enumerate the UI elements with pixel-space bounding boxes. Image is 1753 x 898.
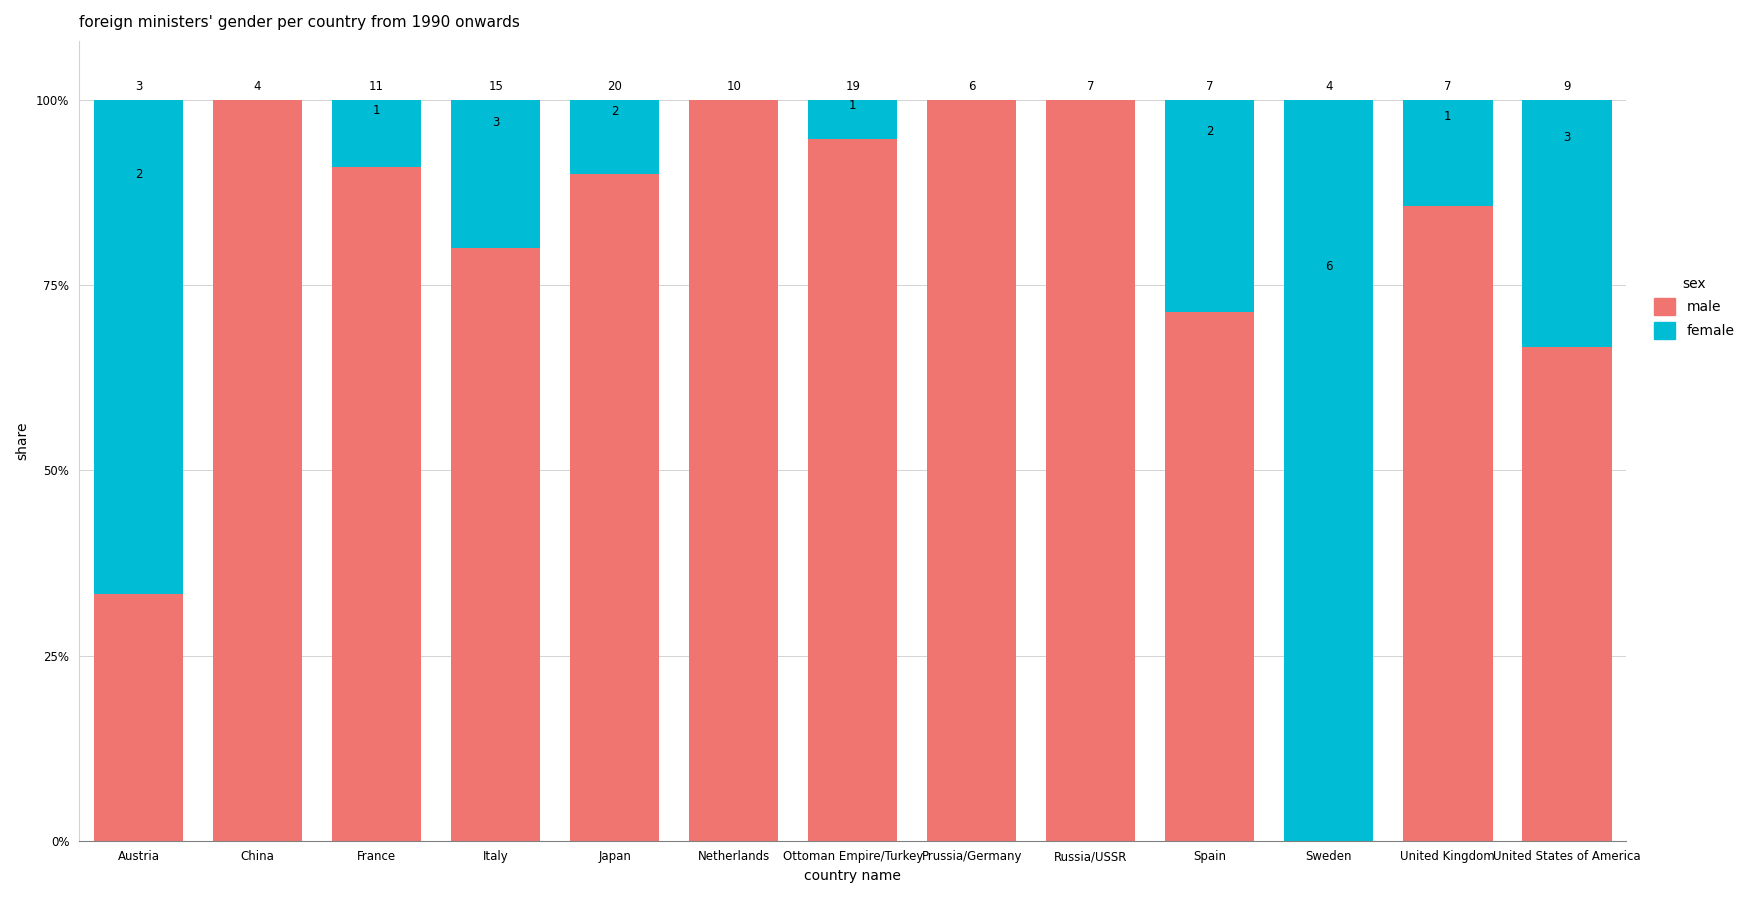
Bar bbox=[1522, 101, 1611, 347]
Bar bbox=[1522, 347, 1611, 841]
Text: 10: 10 bbox=[726, 80, 742, 92]
Bar bbox=[689, 101, 778, 841]
Text: 7: 7 bbox=[1087, 80, 1094, 92]
Bar bbox=[212, 101, 302, 841]
Bar bbox=[1166, 101, 1255, 312]
Bar bbox=[331, 101, 421, 167]
Text: 6: 6 bbox=[968, 80, 975, 92]
Text: 1: 1 bbox=[848, 100, 857, 112]
X-axis label: country name: country name bbox=[805, 869, 901, 883]
Bar bbox=[570, 174, 659, 841]
Text: 7: 7 bbox=[1206, 80, 1213, 92]
Bar bbox=[927, 101, 1017, 841]
Y-axis label: share: share bbox=[16, 421, 30, 460]
Text: 1: 1 bbox=[1444, 110, 1451, 122]
Text: 15: 15 bbox=[487, 80, 503, 92]
Bar bbox=[451, 101, 540, 248]
Text: 2: 2 bbox=[1206, 126, 1213, 138]
Text: 2: 2 bbox=[612, 105, 619, 118]
Legend: male, female: male, female bbox=[1650, 272, 1741, 345]
Bar bbox=[1166, 312, 1255, 841]
Text: 20: 20 bbox=[607, 80, 622, 92]
Text: 11: 11 bbox=[370, 80, 384, 92]
Bar bbox=[95, 594, 184, 841]
Text: 2: 2 bbox=[135, 168, 142, 180]
Text: 4: 4 bbox=[1325, 80, 1332, 92]
Bar bbox=[808, 101, 898, 139]
Bar bbox=[570, 101, 659, 174]
Bar bbox=[1402, 206, 1492, 841]
Bar bbox=[808, 139, 898, 841]
Text: 19: 19 bbox=[845, 80, 861, 92]
Text: 3: 3 bbox=[493, 116, 500, 128]
Text: 3: 3 bbox=[1564, 131, 1571, 144]
Text: 9: 9 bbox=[1564, 80, 1571, 92]
Text: 7: 7 bbox=[1444, 80, 1451, 92]
Bar bbox=[1047, 101, 1136, 841]
Text: 1: 1 bbox=[373, 104, 380, 117]
Bar bbox=[331, 167, 421, 841]
Text: 3: 3 bbox=[135, 80, 142, 92]
Text: foreign ministers' gender per country from 1990 onwards: foreign ministers' gender per country fr… bbox=[79, 15, 521, 30]
Bar bbox=[1285, 841, 1374, 898]
Text: 6: 6 bbox=[1325, 260, 1332, 273]
Bar bbox=[1285, 101, 1374, 898]
Bar bbox=[451, 248, 540, 841]
Bar bbox=[1402, 101, 1492, 206]
Text: 4: 4 bbox=[254, 80, 261, 92]
Bar bbox=[95, 101, 184, 594]
